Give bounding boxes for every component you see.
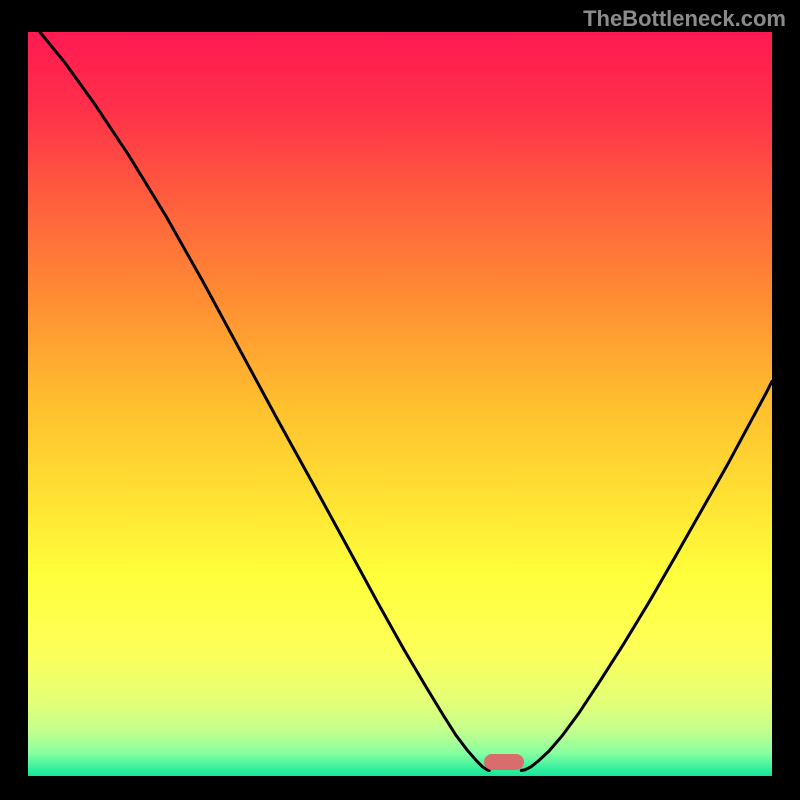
curve-right-branch [521,381,772,770]
curve-left-branch [40,32,489,771]
chart-container: TheBottleneck.com [0,0,800,800]
bottleneck-curve [28,32,772,772]
plot-area [28,32,772,772]
optimum-marker [484,754,524,770]
watermark-text: TheBottleneck.com [583,6,786,32]
